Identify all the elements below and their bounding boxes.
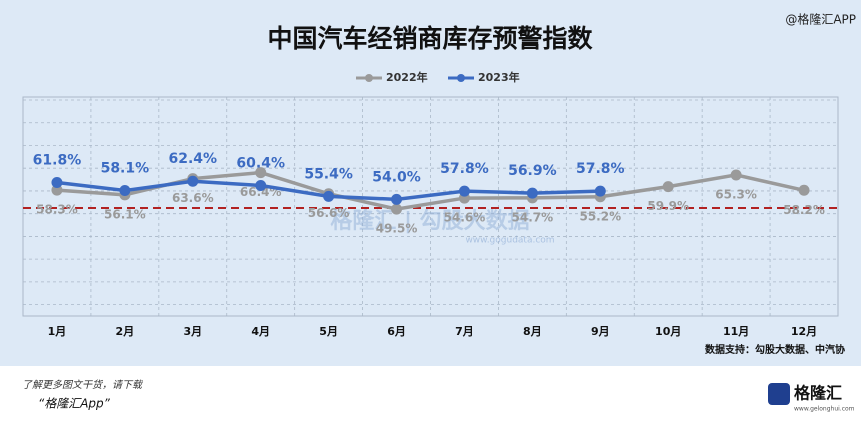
logo-url: www.gelonghui.com [794, 406, 855, 413]
point [594, 185, 606, 197]
point [798, 184, 810, 196]
data-label: 58.3% [36, 203, 78, 217]
data-label: 54.6% [444, 211, 486, 225]
point [662, 181, 674, 193]
point [391, 203, 403, 215]
center-watermark: 格隆汇 | 勾股大数据 [330, 208, 529, 234]
point [323, 190, 335, 202]
x-tick-label: 1月 [48, 325, 67, 338]
data-label: 56.9% [508, 163, 557, 179]
data-label: 55.4% [304, 166, 353, 182]
data-label: 54.7% [512, 210, 554, 224]
legend-marker [457, 74, 465, 82]
legend-label: 2023年 [478, 70, 520, 84]
footer-background [0, 366, 861, 442]
data-label: 61.8% [33, 153, 82, 169]
x-tick-label: 8月 [523, 325, 542, 338]
data-label: 57.8% [576, 161, 625, 177]
data-label: 60.4% [236, 156, 285, 172]
data-label: 58.2% [783, 203, 825, 217]
data-label: 62.4% [169, 151, 218, 167]
chart-title: 中国汽车经销商库存预警指数 [267, 24, 593, 53]
x-tick-label: 12月 [791, 325, 817, 338]
point [458, 185, 470, 197]
plot-border [22, 96, 839, 317]
source: 数据支持：勾股大数据、中汽协 [705, 343, 845, 356]
point [730, 169, 742, 181]
point [526, 187, 538, 199]
point [255, 167, 267, 179]
point [119, 185, 131, 197]
x-tick-label: 7月 [455, 325, 474, 338]
point [255, 180, 267, 192]
data-label: 58.1% [101, 161, 150, 177]
point [51, 184, 63, 196]
x-tick-label: 9月 [591, 325, 610, 338]
data-label: 63.6% [172, 191, 214, 205]
data-label: 55.2% [579, 209, 621, 223]
x-tick-label: 2月 [116, 325, 135, 338]
x-tick-label: 3月 [183, 325, 202, 338]
legend-label: 2022年 [386, 70, 428, 84]
point [187, 175, 199, 187]
grid [22, 96, 839, 317]
x-tick-label: 6月 [387, 325, 406, 338]
logo-icon [768, 383, 790, 405]
x-tick-label: 10月 [655, 325, 681, 338]
data-label: 56.6% [308, 206, 350, 220]
data-label: 54.0% [372, 169, 421, 185]
footer-text: 了解更多图文干货，请下载 [22, 379, 144, 391]
legend-marker [365, 74, 373, 82]
data-label: 59.9% [647, 199, 689, 213]
point [51, 177, 63, 189]
x-tick-label: 4月 [251, 325, 270, 338]
x-tick-label: 5月 [319, 325, 338, 338]
center-watermark-url: www.gogudata.com [465, 236, 554, 246]
data-label: 49.5% [376, 222, 418, 236]
logo-text: 格隆汇 [794, 384, 842, 403]
watermark: @格隆汇APP [785, 12, 856, 27]
data-label: 57.8% [440, 161, 489, 177]
point [391, 193, 403, 205]
footer-app: “格隆汇App” [38, 397, 111, 411]
x-tick-label: 11月 [723, 325, 749, 338]
data-label: 65.3% [715, 187, 757, 201]
data-label: 56.1% [104, 207, 146, 221]
